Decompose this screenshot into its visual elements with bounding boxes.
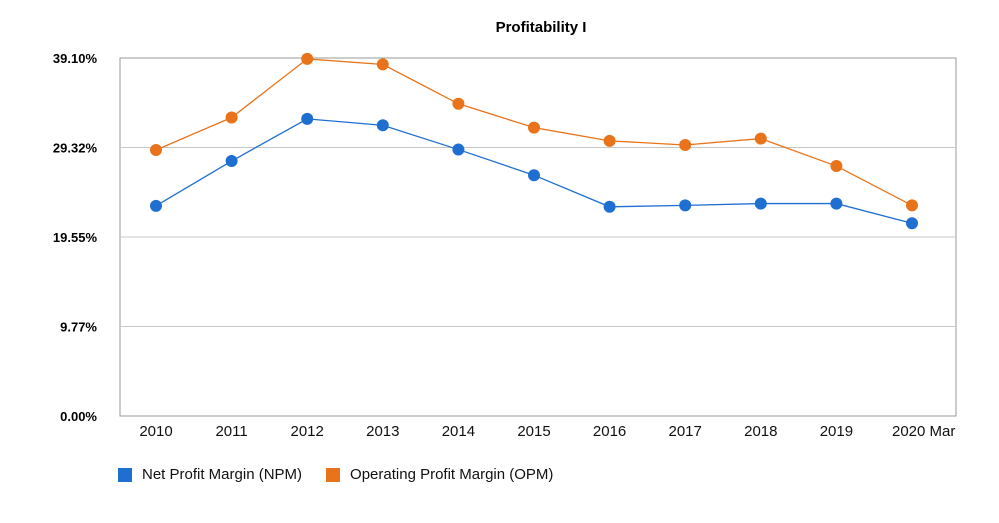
- x-tick-label: 2014: [442, 423, 475, 440]
- data-point[interactable]: [603, 200, 616, 213]
- data-point[interactable]: [906, 199, 918, 212]
- data-point[interactable]: [679, 138, 692, 151]
- y-tick-label: 29.32%: [53, 141, 98, 156]
- y-tick-label: 0.00%: [60, 409, 97, 424]
- legend-item[interactable]: Net Profit Margin (NPM): [118, 466, 302, 483]
- data-point[interactable]: [754, 197, 767, 210]
- x-tick-label: 2015: [517, 423, 550, 440]
- y-tick-label: 19.55%: [53, 230, 98, 245]
- data-point[interactable]: [830, 197, 843, 210]
- x-tick-label: 2013: [366, 423, 399, 440]
- data-point[interactable]: [150, 199, 162, 212]
- data-point[interactable]: [528, 121, 540, 134]
- data-point[interactable]: [906, 217, 918, 230]
- x-tick-label: 2017: [669, 423, 702, 440]
- chart-title: Profitability I: [496, 19, 587, 36]
- y-tick-label: 9.77%: [60, 320, 97, 335]
- data-point[interactable]: [603, 134, 616, 147]
- data-point[interactable]: [452, 143, 465, 156]
- chart-legend: Net Profit Margin (NPM) Operating Profit …: [118, 466, 553, 483]
- data-point[interactable]: [150, 144, 162, 157]
- data-point[interactable]: [301, 112, 314, 125]
- y-tick-label: 39.10%: [53, 51, 98, 66]
- legend-swatch: [118, 467, 132, 482]
- data-point[interactable]: [376, 119, 389, 132]
- data-point[interactable]: [754, 132, 767, 145]
- data-point[interactable]: [376, 58, 389, 71]
- x-tick-label: 2010: [139, 423, 172, 440]
- legend-item[interactable]: Operating Profit Margin (OPM): [326, 466, 553, 483]
- legend-label: Net Profit Margin (NPM): [142, 466, 303, 483]
- legend-swatch: [326, 467, 341, 482]
- x-tick-label: 2018: [744, 423, 777, 440]
- x-tick-label: 2020 Mar: [892, 423, 955, 440]
- data-point[interactable]: [830, 160, 843, 173]
- x-tick-label: 2019: [820, 423, 853, 440]
- x-tick-label: 2012: [291, 423, 324, 440]
- data-point[interactable]: [528, 169, 540, 182]
- data-point[interactable]: [301, 52, 314, 65]
- data-point[interactable]: [452, 97, 465, 110]
- legend-label: Operating Profit Margin (OPM): [350, 466, 554, 483]
- data-point[interactable]: [679, 199, 692, 212]
- x-tick-label: 2016: [593, 423, 626, 440]
- data-point[interactable]: [225, 111, 238, 124]
- x-tick-label: 2011: [215, 423, 247, 440]
- data-point[interactable]: [225, 155, 238, 168]
